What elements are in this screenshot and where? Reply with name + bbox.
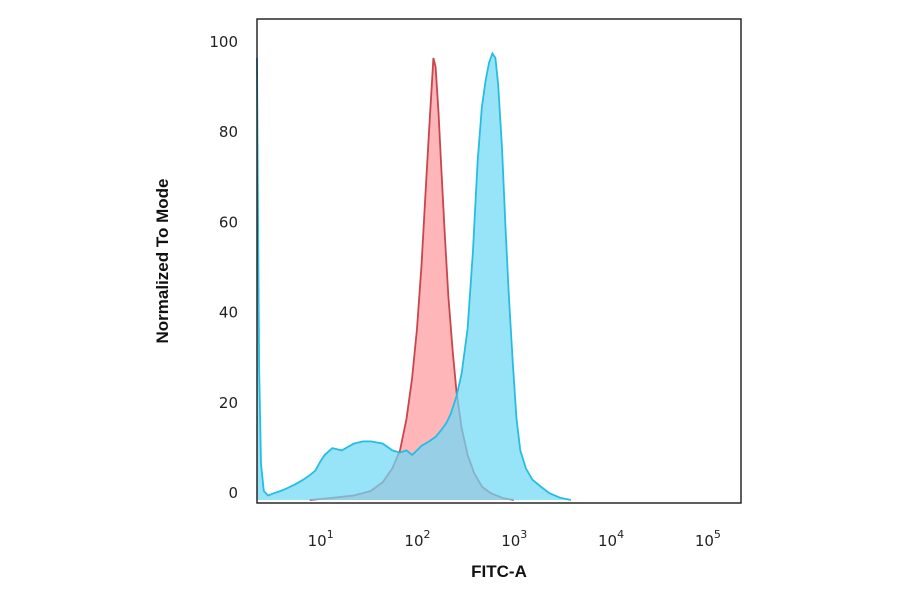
y-tick-label: 80 xyxy=(219,123,238,141)
y-tick-labels: 0 20 40 60 80 100 xyxy=(209,33,238,502)
series-1-area xyxy=(309,58,514,500)
x-tick-labels: 101 102 103 104 105 xyxy=(308,528,721,550)
x-tick-label: 103 xyxy=(501,528,527,550)
y-tick-label: 0 xyxy=(228,484,238,502)
y-tick-label: 40 xyxy=(219,304,238,322)
series-2-line xyxy=(256,51,572,501)
y-tick-label: 60 xyxy=(219,213,238,231)
x-tick-label: 104 xyxy=(598,528,624,550)
series-layer xyxy=(256,51,572,501)
x-tick-label: 102 xyxy=(404,528,430,550)
y-axis-title: Normalized To Mode xyxy=(153,179,172,344)
x-axis-title: FITC-A xyxy=(471,562,527,581)
x-tick-label: 105 xyxy=(695,528,721,550)
x-tick-label: 101 xyxy=(308,528,334,550)
series-2-area xyxy=(257,53,571,500)
y-tick-label: 20 xyxy=(219,394,238,412)
plot-frame xyxy=(256,18,742,504)
y-tick-label: 100 xyxy=(209,33,238,51)
